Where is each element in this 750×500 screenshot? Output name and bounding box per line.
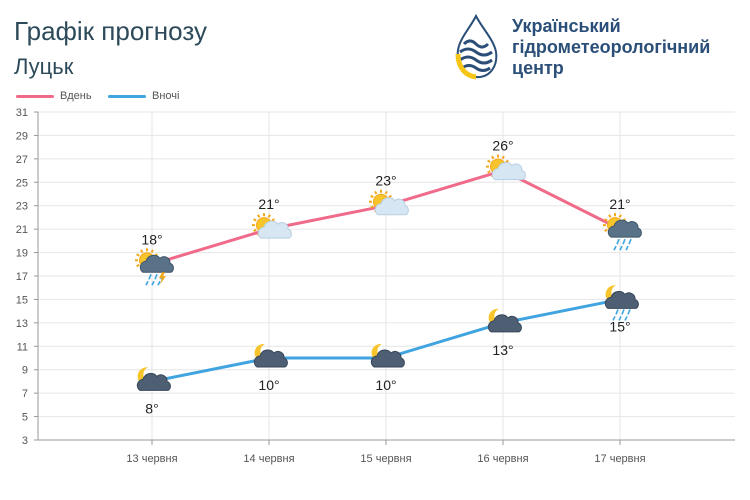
legend-swatch-night [108, 94, 146, 98]
logo: Український гідрометеорологічний центр [452, 13, 742, 84]
y-tick-label: 15 [16, 294, 28, 306]
x-tick-label: 14 червня [243, 453, 294, 465]
y-tick-label: 19 [16, 248, 28, 260]
drop-logo-icon [455, 13, 498, 80]
x-tick-label: 16 червня [477, 453, 528, 465]
data-label-day: 21° [609, 196, 630, 212]
chart-axes: 3 5 7 9 11 13 15 17 19 21 23 25 27 29 31 13 червня 14 че… [16, 107, 735, 465]
data-label-night: 13° [492, 342, 513, 358]
y-tick-label: 17 [16, 271, 28, 283]
logo-line-3: центр [512, 58, 564, 78]
data-label-night: 10° [375, 377, 396, 393]
moon-cloud-icon [136, 367, 171, 391]
legend-swatch-day [16, 94, 54, 98]
city-name: Луцьк [14, 54, 74, 79]
logo-line-2: гідрометеорологічний [512, 37, 711, 57]
y-tick-label: 9 [22, 365, 28, 377]
logo-line-1: Український [512, 16, 621, 36]
data-label-night: 15° [609, 318, 630, 334]
legend-item-night[interactable]: Вночі [108, 90, 179, 102]
moon-cloud-icon [487, 308, 522, 333]
sun-cloud-icon [486, 154, 526, 181]
y-tick-label: 31 [16, 107, 28, 119]
sun-cloud-rain-icon [603, 213, 642, 251]
data-label-night: 8° [145, 400, 158, 416]
y-tick-label: 3 [22, 435, 28, 447]
legend-item-day[interactable]: Вдень [16, 90, 92, 102]
x-tick-label: 17 червня [594, 453, 645, 465]
y-tick-label: 11 [17, 341, 28, 353]
y-tick-label: 29 [16, 130, 28, 142]
chart-data-labels: 18° 21° 23° 26° 21° 8° 10° 10° 13° 15° [141, 138, 630, 417]
y-tick-label: 21 [16, 224, 28, 236]
y-tick-label: 25 [16, 177, 28, 189]
moon-cloud-icon [370, 343, 405, 368]
y-tick-label: 27 [16, 154, 28, 166]
legend-label-day: Вдень [60, 90, 92, 102]
y-tick-label: 7 [22, 388, 28, 400]
sun-thunder-rain-icon [135, 248, 174, 286]
data-label-day: 23° [375, 173, 396, 189]
data-label-night: 10° [258, 377, 279, 393]
moon-cloud-icon [253, 343, 288, 368]
y-tick-label: 13 [16, 318, 28, 330]
data-label-day: 18° [141, 231, 162, 247]
sun-cloud-icon [369, 189, 409, 216]
data-label-day: 26° [492, 138, 513, 154]
legend-label-night: Вночі [152, 90, 180, 102]
page-title: Графік прогнозу [14, 16, 207, 46]
y-tick-label: 5 [22, 412, 28, 424]
y-tick-label: 23 [16, 201, 28, 213]
x-tick-label: 13 червня [126, 453, 177, 465]
chart-weather-icons [135, 154, 642, 391]
moon-cloud-rain-icon [604, 285, 639, 321]
sun-cloud-icon [252, 213, 292, 239]
x-tick-label: 15 червня [360, 453, 411, 465]
data-label-day: 21° [258, 196, 279, 212]
